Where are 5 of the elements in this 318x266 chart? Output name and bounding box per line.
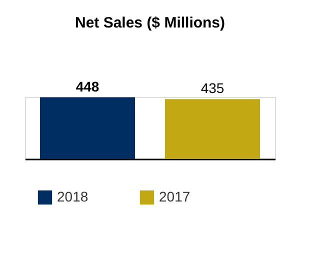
data-label: 435	[200, 80, 224, 96]
legend-label: 2018	[57, 188, 88, 204]
data-label: 448	[76, 78, 100, 94]
legend-label: 2017	[159, 188, 190, 204]
chart-title: Net Sales ($ Millions)	[74, 14, 226, 32]
